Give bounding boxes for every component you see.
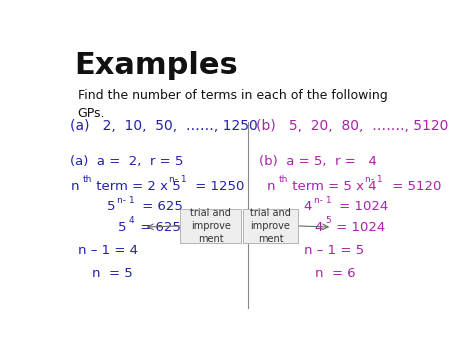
Text: trial and
improve
ment: trial and improve ment: [250, 208, 291, 244]
Text: = 625: = 625: [138, 200, 183, 213]
Text: Find the number of terms in each of the following
GPs.: Find the number of terms in each of the …: [78, 89, 387, 120]
Text: th: th: [82, 175, 92, 184]
Text: (b)   5,  20,  80,  ……., 5120: (b) 5, 20, 80, ……., 5120: [256, 119, 448, 133]
Text: (a)  a =  2,  r = 5: (a) a = 2, r = 5: [70, 155, 183, 168]
Text: n  = 5: n = 5: [92, 267, 133, 280]
Text: term = 2 x 5: term = 2 x 5: [91, 180, 180, 193]
Text: 4: 4: [303, 200, 312, 213]
Text: n- 1: n- 1: [169, 175, 186, 184]
Text: n – 1 = 4: n – 1 = 4: [78, 244, 137, 257]
Text: = 1024: = 1024: [335, 200, 388, 213]
Text: n: n: [70, 180, 79, 193]
Text: n- 1: n- 1: [117, 196, 135, 204]
Text: 5: 5: [107, 200, 116, 213]
Text: 5: 5: [118, 220, 127, 234]
Text: = 5120: = 5120: [388, 180, 441, 193]
Text: 5: 5: [325, 216, 330, 225]
Text: Examples: Examples: [74, 51, 237, 80]
Text: = 625: = 625: [136, 220, 181, 234]
FancyBboxPatch shape: [181, 209, 241, 243]
Text: term = 5 x 4: term = 5 x 4: [288, 180, 377, 193]
Text: (a)   2,  10,  50,  ……, 1250: (a) 2, 10, 50, ……, 1250: [70, 119, 258, 133]
Text: n  = 6: n = 6: [315, 267, 355, 280]
Text: n: n: [267, 180, 275, 193]
Text: n- 1: n- 1: [365, 175, 383, 184]
Text: n- 1: n- 1: [314, 196, 331, 204]
Text: (b)  a = 5,  r =   4: (b) a = 5, r = 4: [259, 155, 377, 168]
Text: trial and
improve
ment: trial and improve ment: [191, 208, 231, 244]
Text: = 1250: = 1250: [191, 180, 244, 193]
Text: = 1024: = 1024: [332, 220, 385, 234]
FancyBboxPatch shape: [243, 209, 298, 243]
Text: th: th: [279, 175, 288, 184]
Text: 4: 4: [315, 220, 323, 234]
Text: n – 1 = 5: n – 1 = 5: [303, 244, 364, 257]
Text: 4: 4: [128, 216, 134, 225]
